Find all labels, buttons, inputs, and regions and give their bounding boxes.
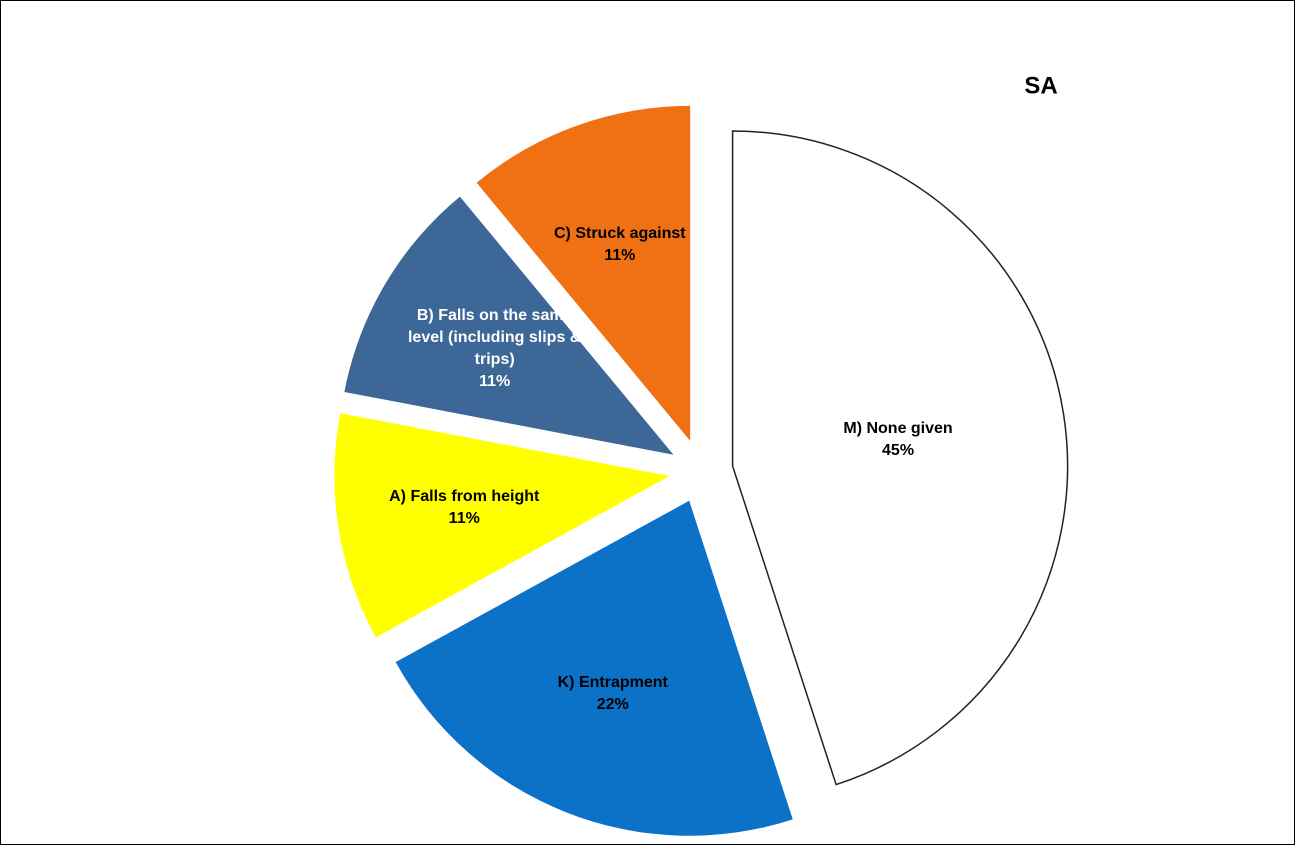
slice-name: K) Entrapment bbox=[557, 673, 668, 691]
pie-slice bbox=[476, 105, 691, 441]
pie-slice bbox=[334, 413, 670, 638]
slice-label: M) None given 45% bbox=[803, 375, 993, 505]
pie-slice bbox=[344, 196, 674, 455]
slice-value: 11% bbox=[604, 247, 636, 265]
slice-label: K) Entrapment 22% bbox=[518, 629, 708, 759]
slice-label-box: M) None given 45% bbox=[803, 375, 993, 505]
slice-label-box: C) Struck against 11% bbox=[525, 180, 715, 310]
pie-slice bbox=[731, 130, 1069, 786]
pie-slice bbox=[395, 500, 793, 836]
slice-value: 11% bbox=[448, 510, 480, 528]
slice-label-box: B) Falls on the same level (including sl… bbox=[400, 284, 590, 414]
slice-label: B) Falls on the same level (including sl… bbox=[400, 284, 590, 414]
slice-value: 22% bbox=[596, 695, 629, 713]
slice-label-box: K) Entrapment 22% bbox=[518, 629, 708, 759]
slice-name: C) Struck against bbox=[554, 225, 686, 243]
slice-label: C) Struck against 11% bbox=[525, 180, 715, 310]
chart-title: SA bbox=[1024, 72, 1057, 99]
slice-value: 45% bbox=[882, 441, 915, 459]
slice-name: B) Falls on the same level (including sl… bbox=[407, 306, 582, 368]
slice-name: M) None given bbox=[843, 419, 953, 437]
slice-label: A) Falls from height 11% bbox=[369, 443, 559, 573]
slice-label-box: A) Falls from height 11% bbox=[369, 443, 559, 573]
slice-name: A) Falls from height bbox=[389, 488, 540, 506]
slice-value: 11% bbox=[479, 372, 511, 390]
